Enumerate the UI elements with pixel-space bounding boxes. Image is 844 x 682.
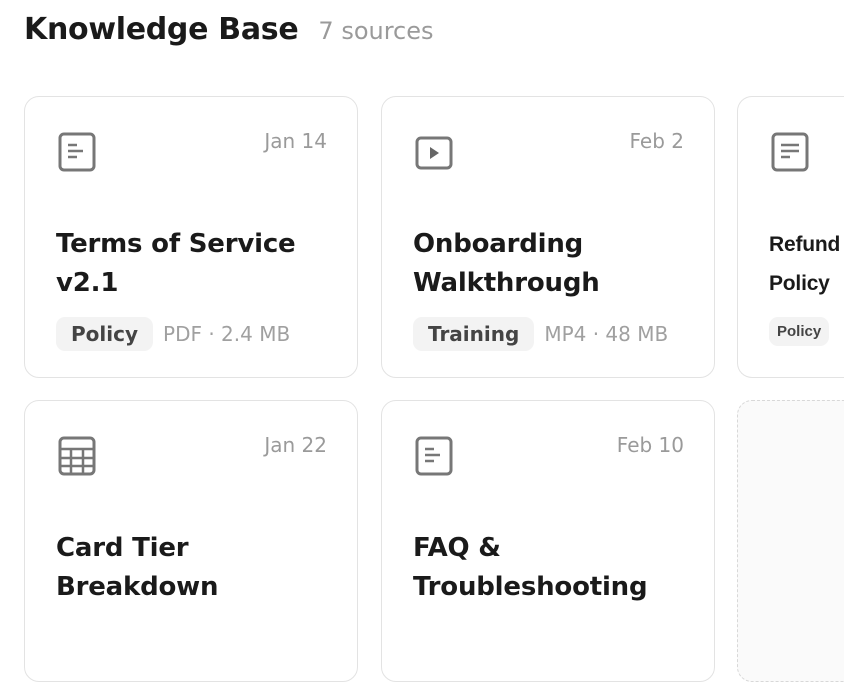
source-title: FAQ & Troubleshooting	[413, 533, 648, 602]
table-icon	[58, 436, 96, 476]
category-tag: Training	[413, 317, 535, 351]
source-date: Feb 10	[616, 433, 684, 457]
source-card[interactable]: Feb 2 Onboarding Walkthrough Training MP4…	[381, 96, 715, 378]
document-icon	[771, 132, 809, 172]
source-title: Refund Policy	[769, 233, 841, 295]
add-source-placeholder[interactable]	[737, 400, 844, 682]
video-play-icon	[415, 136, 453, 170]
page-header: Knowledge Base 7 sources	[24, 12, 434, 47]
file-meta: PDF · 2.4 MB	[163, 322, 291, 346]
source-date: Feb 2	[629, 129, 685, 153]
source-date: Jan 14	[264, 129, 327, 153]
document-icon	[58, 132, 96, 172]
document-icon	[415, 436, 453, 476]
source-title: Onboarding Walkthrough	[413, 229, 600, 298]
category-tag: Policy	[769, 317, 830, 346]
source-card[interactable]: Feb 10 FAQ & Troubleshooting	[381, 400, 715, 682]
source-card[interactable]: Jan 22 Card Tier Breakdown	[24, 400, 358, 682]
page-title: Knowledge Base	[24, 12, 299, 47]
source-card[interactable]: Refund Policy Policy	[737, 96, 844, 378]
source-card[interactable]: Jan 14 Terms of Service v2.1 Policy PDF ·…	[24, 96, 358, 378]
source-count: 7 sources	[318, 17, 434, 45]
source-title: Card Tier Breakdown	[56, 533, 219, 602]
category-tag: Policy	[56, 317, 154, 351]
file-meta: MP4 · 48 MB	[544, 322, 669, 346]
source-title: Terms of Service v2.1	[56, 229, 296, 298]
source-date: Jan 22	[264, 433, 327, 457]
